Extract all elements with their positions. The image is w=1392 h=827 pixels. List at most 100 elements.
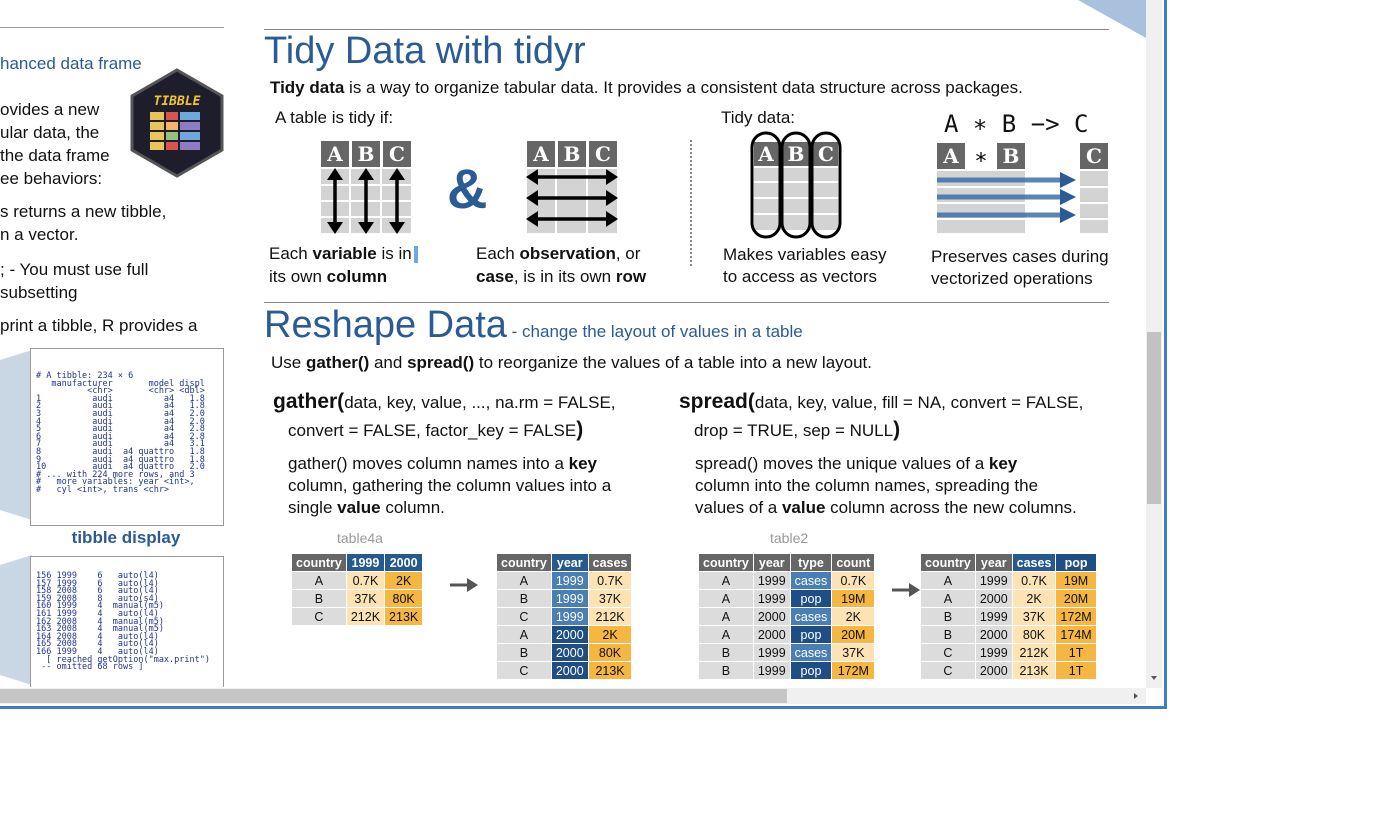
table-row: B 1999 37K 172M [920, 607, 1097, 626]
table-cell: 1999 [974, 643, 1013, 662]
col-letter: A [757, 142, 774, 166]
table-cell: A [920, 571, 976, 590]
table-cell: C [496, 661, 552, 680]
table-cell: 2000 [974, 589, 1013, 608]
column-header: country [920, 553, 976, 572]
table-cell: 213K [384, 607, 424, 626]
tidy-intro-bold: Tidy data [270, 78, 345, 97]
table-cell: 80K [1011, 625, 1057, 644]
console2-wedge [0, 555, 32, 685]
column-header: year [974, 553, 1013, 572]
table-header-row: country 1999 2000 [291, 553, 424, 572]
table-cell: 19M [1055, 571, 1097, 590]
intro-bold: spread() [407, 353, 475, 372]
desc-bold: key [568, 454, 597, 473]
table-row: B 1999 cases 37K [698, 643, 876, 662]
scroll-right-icon[interactable] [1130, 690, 1142, 702]
vectorized-formula: A ∗ B −> C [944, 110, 1089, 138]
table-cell: 1999 [752, 589, 791, 608]
vertical-scroll-thumb[interactable] [1147, 332, 1161, 504]
table-cell: B [920, 625, 976, 644]
table-header-row: country year cases [496, 553, 633, 572]
console-line: 1 audi a4 1.8 [36, 393, 205, 404]
column-header: country [698, 553, 754, 572]
table-cell: C [291, 607, 347, 626]
col-letter: A [326, 142, 343, 166]
table-cell: 2000 [550, 625, 589, 644]
cap-text: Each [269, 244, 313, 263]
table-cell: A [920, 589, 976, 608]
table-cell: 0.7K [345, 571, 386, 590]
table-cell: 1T [1055, 661, 1097, 680]
caption-vectorized: Preserves cases during vectorized operat… [931, 246, 1109, 290]
table-cell: 213K [1011, 661, 1057, 680]
console-line: 160 1999 4 manual(m5) [36, 601, 164, 612]
desc-text: column into the column names, spreading … [695, 476, 1039, 495]
gather-args: convert = FALSE, factor_key = FALSE [288, 421, 577, 440]
table-cell: 1999 [752, 661, 791, 680]
spread-signature: spread(data, key, value, fill = NA, conv… [679, 388, 1083, 444]
scroll-down-icon[interactable] [1148, 673, 1160, 683]
intro-text: to reorganize the values of a table into… [474, 353, 873, 372]
tidy-top-rule [264, 29, 1109, 30]
table-cell: 2K [1011, 589, 1057, 608]
table-cell: 20M [831, 625, 876, 644]
caption-observations: Each observation, or case, is in its own… [476, 242, 646, 288]
table-cell: 80K [384, 589, 424, 608]
col-letter: A [532, 142, 549, 166]
table2: country year type count A 1999 cases 0.7K A 1999 p… [698, 553, 876, 680]
tidy-data-label: Tidy data: [721, 108, 796, 127]
window-border-bottom [0, 706, 1167, 709]
text-cursor [413, 246, 418, 264]
column-header: type [789, 553, 833, 572]
table-cell: 1999 [752, 571, 791, 590]
column-header: 1999 [345, 553, 386, 572]
table-row: A 2000 2K [496, 625, 633, 644]
gather-args: data, key, value, ..., na.rm = FALSE, [344, 393, 616, 412]
console-line: 2 audi a4 1.8 [36, 401, 205, 412]
intro-text: Use [271, 353, 306, 372]
console-line: # ... with 224 more rows, and 3 [36, 469, 195, 480]
col-letter: C [1086, 144, 1102, 168]
left-top-rule [0, 27, 224, 28]
table-row: A 0.7K 2K [291, 571, 424, 590]
cap-bold: variable [312, 244, 377, 263]
ampersand: & [447, 157, 488, 220]
console-line: manufacturer model displ [36, 378, 205, 389]
cap-text: is in [376, 244, 412, 263]
table-row: A 2000 pop 20M [698, 625, 876, 644]
reshape-heading: Reshape Data - change the layout of valu… [264, 304, 803, 347]
left-para-4: print a tibble, R provides a [0, 316, 198, 335]
column-header: year [550, 553, 589, 572]
table-cell: 1999 [550, 589, 589, 608]
console-line: 4 audi a4 2.0 [36, 416, 205, 427]
table-cell: 212K [345, 607, 386, 626]
tidy-intro-rest: is a way to organize tabular data. It pr… [344, 78, 1023, 97]
table-row: B 2000 80K [496, 643, 633, 662]
desc-text: single [288, 498, 338, 517]
col-letter: B [788, 142, 805, 166]
table-row: B 1999 37K [496, 589, 633, 608]
para3-line: subsetting [0, 283, 78, 302]
console-line: -- omitted 68 rows ] [36, 662, 144, 673]
column-header: pop [1055, 553, 1097, 572]
vectorized-ops-illustration: A ∗ B C [937, 143, 1108, 233]
tibble-display-caption: tibble display [71, 528, 181, 547]
left-para-3: ; - You must use full subsetting [0, 258, 148, 304]
spread-fn-name: spread( [679, 390, 755, 413]
console-line: 10 audi a4 quattro 2.0 [36, 462, 205, 473]
reshape-intro: Use gather() and spread() to reorganize … [271, 353, 872, 373]
desc-bold: key [988, 454, 1018, 473]
cap-text: vectorized operations [931, 269, 1093, 288]
cap-text: Makes variables easy [723, 245, 887, 264]
console-line: 161 1999 4 auto(l4) [36, 608, 159, 619]
reshape-subtitle: - change the layout of values in a table [506, 322, 803, 341]
column-header: count [831, 553, 876, 572]
close-paren: ) [576, 418, 584, 441]
console-line: 165 2008 4 auto(l4) [36, 639, 159, 650]
table-row: C 212K 213K [291, 607, 424, 626]
table-row: A 2000 cases 2K [698, 607, 876, 626]
table-cell: C [920, 643, 976, 662]
table-cell: cases [789, 607, 833, 626]
horizontal-scroll-thumb[interactable] [0, 689, 787, 703]
